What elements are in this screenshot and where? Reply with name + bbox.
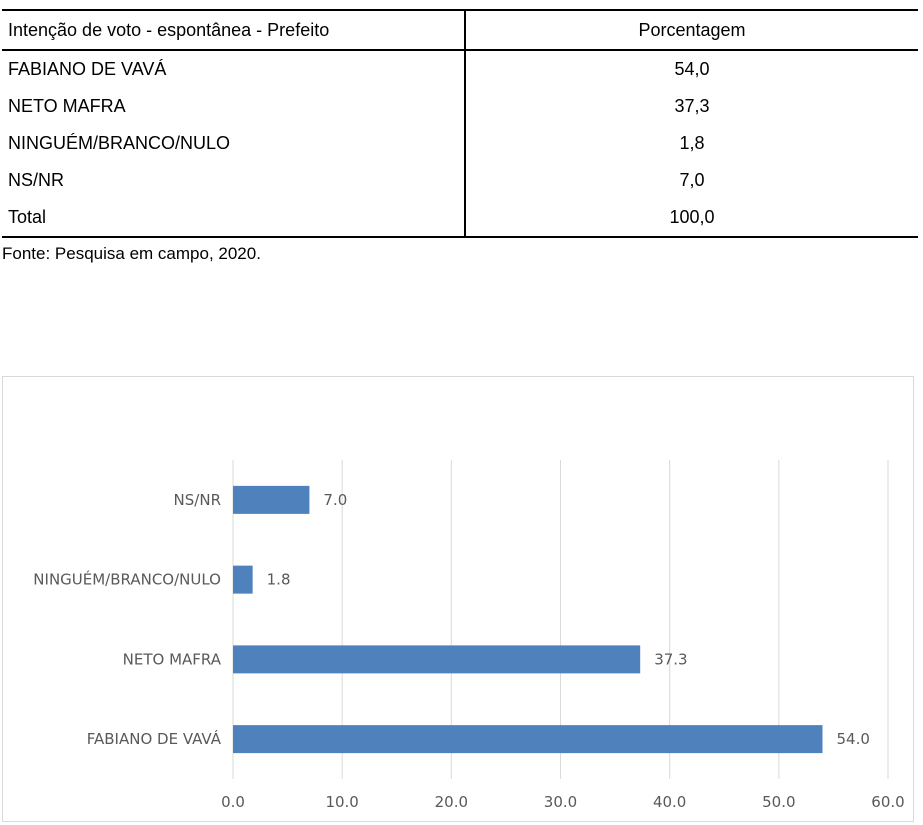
- x-tick-label: 60.0: [871, 793, 904, 811]
- data-label: 37.3: [654, 650, 687, 668]
- bar: [233, 725, 823, 754]
- data-label: 1.8: [267, 571, 291, 589]
- table-row: NETO MAFRA 37,3: [2, 88, 918, 125]
- category-label: NETO MAFRA: [123, 650, 222, 668]
- table-row: FABIANO DE VAVÁ 54,0: [2, 50, 918, 88]
- category-label: NINGUÉM/BRANCO/NULO: [33, 570, 221, 589]
- row-value: 7,0: [679, 170, 705, 190]
- category-label: NS/NR: [174, 491, 221, 509]
- row-label: FABIANO DE VAVÁ: [2, 50, 466, 88]
- row-value: 54,0: [674, 59, 710, 79]
- table-header-row: Intenção de voto - espontânea - Prefeito…: [2, 9, 918, 51]
- vote-intention-table: Intenção de voto - espontânea - Prefeito…: [2, 9, 918, 238]
- table-row: NS/NR 7,0: [2, 162, 918, 199]
- header-percentage: Porcentagem: [465, 9, 918, 51]
- table-source-note: Fonte: Pesquisa em campo, 2020.: [2, 244, 261, 263]
- bar-chart: 0.0 10.0 20.0 30.0 40.0 50.0 60.0 FABIANO DE VA…: [33, 460, 905, 811]
- x-tick-label: 30.0: [544, 793, 577, 811]
- header-candidate: Intenção de voto - espontânea - Prefeito: [2, 9, 466, 51]
- row-value: 37,3: [674, 96, 710, 116]
- row-label: NS/NR: [2, 162, 466, 199]
- bar: [233, 645, 641, 674]
- x-tick-label: 20.0: [435, 793, 468, 811]
- row-value: 100,0: [465, 199, 918, 238]
- data-label: 54.0: [837, 730, 870, 748]
- x-tick-label: 0.0: [221, 793, 245, 811]
- bar: [233, 565, 253, 594]
- table-row: NINGUÉM/BRANCO/NULO 1,8: [2, 125, 918, 162]
- data-label: 7.0: [323, 491, 347, 509]
- x-tick-label: 40.0: [653, 793, 686, 811]
- x-tick-label: 50.0: [762, 793, 795, 811]
- row-label: Total: [2, 199, 466, 238]
- bar: [233, 485, 310, 514]
- row-label: NETO MAFRA: [2, 88, 466, 125]
- row-value: 1,8: [679, 133, 705, 153]
- table-row-total: Total 100,0: [2, 199, 918, 238]
- row-label: NINGUÉM/BRANCO/NULO: [2, 125, 466, 162]
- chart-frame: 0.0 10.0 20.0 30.0 40.0 50.0 60.0 FABIANO DE VA…: [2, 376, 914, 822]
- category-label: FABIANO DE VAVÁ: [87, 729, 222, 748]
- x-tick-label: 10.0: [325, 793, 358, 811]
